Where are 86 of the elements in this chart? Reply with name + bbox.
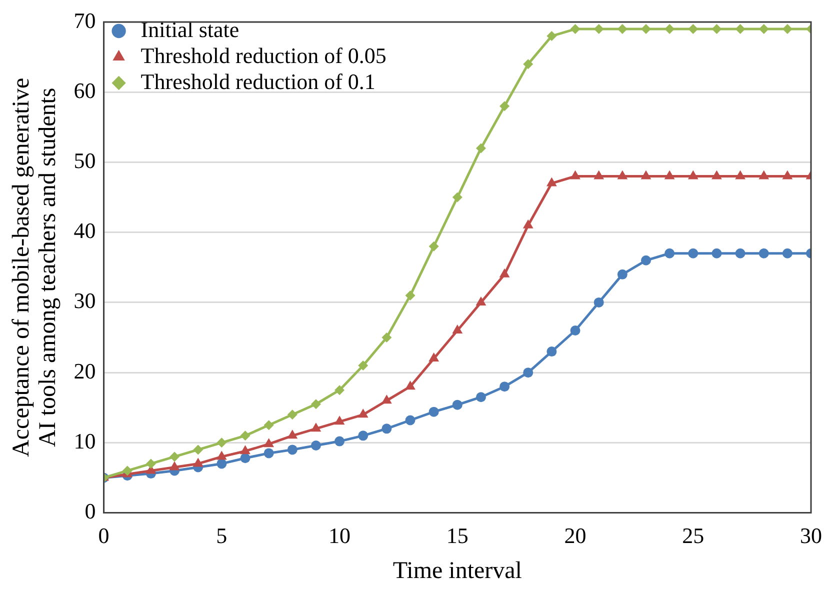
point: [452, 400, 462, 410]
point: [570, 326, 580, 336]
point: [664, 24, 675, 34]
y-tick-label: 40: [74, 218, 96, 244]
point: [310, 440, 321, 450]
point: [240, 453, 250, 464]
point: [381, 394, 392, 404]
y-tick-label: 50: [74, 148, 96, 174]
point: [358, 408, 368, 418]
y-tick-label: 20: [74, 358, 96, 384]
point: [216, 450, 227, 460]
point: [452, 192, 462, 202]
point: [216, 438, 227, 448]
point: [192, 458, 204, 467]
point: [758, 248, 769, 258]
point: [193, 444, 204, 455]
x-tick-label: 10: [328, 522, 351, 548]
point: [428, 352, 440, 362]
point: [310, 422, 322, 432]
legend-label: Initial state: [140, 16, 240, 42]
point: [523, 59, 534, 70]
point: [712, 248, 722, 258]
point: [782, 248, 792, 258]
point: [264, 438, 274, 448]
point: [617, 24, 628, 34]
point: [240, 430, 250, 441]
point: [382, 424, 392, 434]
point: [500, 101, 510, 112]
point: [264, 420, 274, 430]
point: [594, 297, 604, 308]
point: [735, 24, 746, 34]
x-tick-label: 20: [564, 522, 586, 548]
point: [712, 24, 722, 34]
point: [688, 248, 698, 258]
point: [405, 290, 416, 300]
point: [146, 458, 156, 469]
point: [782, 24, 792, 34]
point: [264, 448, 274, 458]
y-tick-label: 30: [74, 288, 96, 314]
point: [500, 382, 510, 392]
point: [358, 430, 368, 441]
point: [476, 392, 486, 402]
point: [382, 332, 392, 343]
point: [476, 143, 486, 154]
x-axis-title: Time interval: [392, 558, 522, 584]
point: [546, 31, 557, 42]
point: [735, 248, 746, 258]
point: [758, 24, 769, 34]
point: [240, 445, 250, 454]
point: [452, 324, 463, 334]
point: [640, 255, 651, 266]
point: [594, 24, 604, 34]
point: [546, 346, 557, 357]
point: [428, 241, 439, 252]
y-axis-title: Acceptance of mobile-based generative AI tools among teachers and students: [8, 78, 61, 457]
point: [570, 24, 580, 34]
legend-label: Threshold reduction of 0.05: [140, 42, 386, 68]
point: [640, 24, 651, 34]
point: [617, 269, 628, 280]
point: [216, 458, 227, 469]
point: [405, 380, 416, 390]
y-tick-label: 10: [74, 428, 96, 454]
point: [310, 399, 321, 410]
point: [334, 436, 345, 446]
x-tick-label: 25: [682, 522, 704, 548]
point: [664, 248, 675, 258]
x-tick-label: 15: [446, 522, 468, 548]
point: [287, 444, 298, 455]
point: [405, 415, 416, 426]
point: [287, 410, 298, 420]
y-tick-label: 70: [74, 8, 96, 33]
x-tick-label: 30: [800, 522, 822, 548]
point: [287, 430, 298, 439]
point: [358, 360, 368, 371]
point: [170, 452, 180, 462]
y-tick-label: 60: [74, 78, 96, 103]
x-tick-label: 5: [216, 522, 228, 548]
point: [334, 416, 345, 425]
point: [334, 385, 345, 396]
point: [122, 466, 132, 476]
y-tick-label: 0: [84, 498, 96, 524]
point: [169, 461, 180, 470]
point: [688, 24, 698, 34]
legend-label: Threshold reduction of 0.1: [140, 68, 376, 94]
point: [523, 368, 534, 378]
point: [428, 406, 439, 417]
